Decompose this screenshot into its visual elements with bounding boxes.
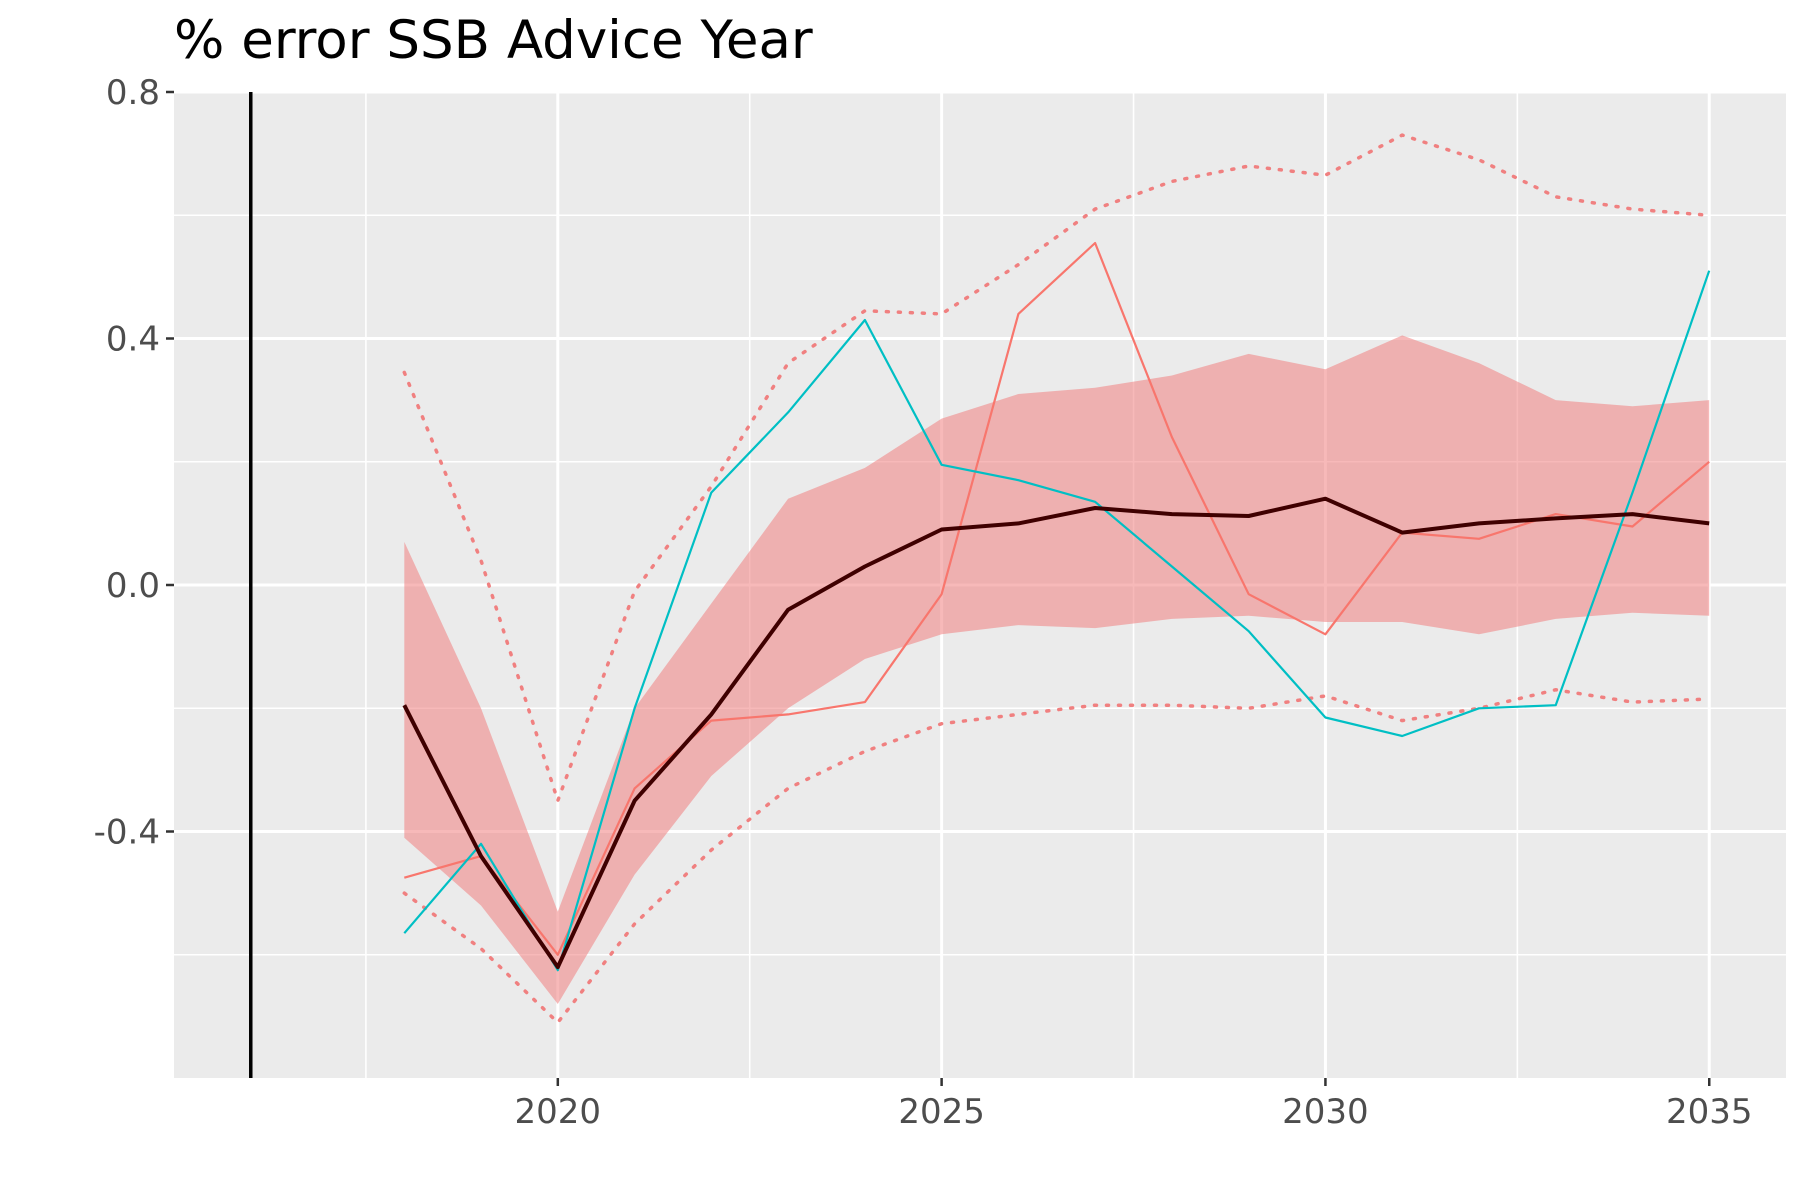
x-tick-label: 2035 xyxy=(1666,1092,1753,1132)
trajectory-red-line xyxy=(404,241,1710,956)
y-tick-label: 0.8 xyxy=(106,73,160,113)
x-tick-label: 2020 xyxy=(515,1092,602,1132)
median-line xyxy=(402,496,1710,970)
y-tick-label: -0.4 xyxy=(94,813,160,853)
trajectory-cyan-line xyxy=(403,270,1711,972)
x-tick-label: 2025 xyxy=(898,1092,985,1132)
x-tick-label: 2030 xyxy=(1282,1092,1369,1132)
y-tick-label: 0.0 xyxy=(106,566,160,606)
chart-title: % error SSB Advice Year xyxy=(174,10,813,71)
upper-dotted-line xyxy=(402,133,1711,807)
y-tick-label: 0.4 xyxy=(106,320,160,360)
ribbon-band xyxy=(404,335,1710,1004)
